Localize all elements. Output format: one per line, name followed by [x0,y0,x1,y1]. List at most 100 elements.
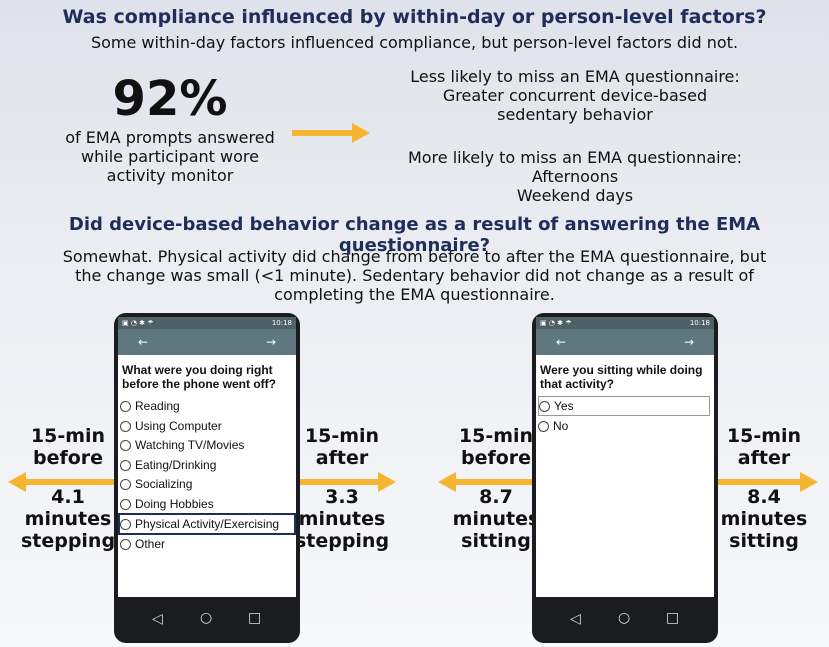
option-label: Watching TV/Movies [135,438,245,452]
app-navbar: ← → [118,329,296,355]
phone-right: ▣ ◔ ✱ ☂ 10:18 ← → Were you sitting while… [532,313,718,643]
option-using-computer[interactable]: Using Computer [120,417,222,435]
app-navbar: ← → [536,329,714,355]
section1-subtitle: Some within-day factors influenced compl… [90,33,739,52]
label-line: 15-min [458,425,534,447]
label-line: 15-min [726,425,802,447]
label-line: after [737,447,791,469]
left-after-label: 15-min after [292,425,392,469]
home-softkey-icon[interactable]: ○ [618,610,631,626]
option-doing-hobbies[interactable]: Doing Hobbies [120,495,214,513]
label-line: before [460,447,532,469]
more-likely-item: Afternoons [531,167,619,186]
soft-keys: ◁ ○ □ [114,605,300,635]
section1-title: Was compliance influenced by within-day … [62,6,767,28]
radio-icon [120,478,131,490]
notification-icons: ▣ ◔ ✱ ☂ [540,319,572,327]
stat-value: 92% [112,71,228,127]
option-eating-drinking[interactable]: Eating/Drinking [120,456,216,474]
radio-icon [120,498,131,510]
right-arrow-icon [296,472,396,492]
section2-body-line: completing the EMA questionnaire. [274,285,555,304]
section2-body: Somewhat. Physical activity did change f… [0,247,829,304]
value-line: sitting [729,530,799,552]
notification-icons: ▣ ◔ ✱ ☂ [122,319,154,327]
option-label: Eating/Drinking [135,458,217,472]
question-text: What were you doing right before the pho… [122,363,276,391]
radio-icon [120,420,131,432]
status-bar: ▣ ◔ ✱ ☂ 10:18 [118,317,296,329]
stat-desc-line: activity monitor [106,166,234,185]
section2-title: Did device-based behavior change as a re… [68,214,761,256]
value-line: stepping [294,530,390,552]
section2-body-line: the change was small (<1 minute). Sedent… [75,266,754,285]
label-line: 15-min [304,425,380,447]
radio-icon [120,538,131,550]
option-reading[interactable]: Reading [120,397,180,415]
phone-screen: What were you doing right before the pho… [118,355,296,597]
value-line: minutes [452,508,540,530]
back-softkey-icon[interactable]: ◁ [152,611,163,627]
option-label: No [553,419,569,433]
radio-icon [539,400,550,412]
radio-icon [120,439,131,451]
value-line: 8.7 [479,486,513,508]
right-before-label: 15-min before [446,425,546,469]
radio-icon [120,518,131,530]
option-no[interactable]: No [538,417,568,435]
left-arrow-icon [8,472,116,492]
label-line: 15-min [30,425,106,447]
status-time: 10:18 [689,319,710,327]
left-before-label: 15-min before [18,425,118,469]
radio-icon [120,400,131,412]
status-time: 10:18 [271,319,292,327]
phone-screen: Were you sitting while doing that activi… [536,355,714,597]
option-other[interactable]: Other [120,535,165,553]
value-line: 4.1 [51,486,85,508]
value-line: 8.4 [747,486,781,508]
forward-arrow-icon[interactable]: → [265,335,276,349]
stat-description: of EMA prompts answered while participan… [40,128,300,185]
value-line: 3.3 [325,486,359,508]
left-arrow-icon [438,472,538,492]
back-softkey-icon[interactable]: ◁ [570,611,581,627]
less-likely-heading: Less likely to miss an EMA questionnaire… [410,67,740,86]
option-socializing[interactable]: Socializing [120,475,192,493]
more-likely-block: More likely to miss an EMA questionnaire… [360,148,790,205]
less-likely-item: sedentary behavior [497,105,653,124]
left-after-value: 3.3 minutes stepping [292,486,392,552]
value-line: minutes [720,508,808,530]
question-line: before the phone went off? [122,377,276,391]
option-physical-activity[interactable]: Physical Activity/Exercising [118,513,296,535]
soft-keys: ◁ ○ □ [532,605,718,635]
right-before-value: 8.7 minutes sitting [446,486,546,552]
left-before-value: 4.1 minutes stepping [18,486,118,552]
stat-desc-line: while participant wore [81,147,259,166]
question-line: that activity? [540,377,615,391]
forward-arrow-icon[interactable]: → [683,335,694,349]
question-text: Were you sitting while doing that activi… [540,363,702,391]
option-label: Reading [135,399,180,413]
right-arrow-icon [292,123,370,143]
right-arrow-icon [718,472,818,492]
option-label: Using Computer [135,419,222,433]
radio-icon [120,459,131,471]
right-after-label: 15-min after [714,425,814,469]
stat-desc-line: of EMA prompts answered [65,128,275,147]
option-label: Physical Activity/Exercising [135,517,280,531]
back-arrow-icon[interactable]: ← [138,335,149,349]
option-watching-tv[interactable]: Watching TV/Movies [120,436,244,454]
value-line: minutes [298,508,386,530]
value-line: stepping [20,530,116,552]
option-yes[interactable]: Yes [538,396,710,416]
recent-softkey-icon[interactable]: □ [666,610,680,626]
option-label: Socializing [135,477,193,491]
home-softkey-icon[interactable]: ○ [200,610,213,626]
section2-body-line: Somewhat. Physical activity did change f… [62,247,767,266]
status-bar: ▣ ◔ ✱ ☂ 10:18 [536,317,714,329]
back-arrow-icon[interactable]: ← [556,335,567,349]
radio-icon [538,420,549,432]
recent-softkey-icon[interactable]: □ [248,610,262,626]
less-likely-item: Greater concurrent device-based [442,86,708,105]
option-label: Yes [554,399,574,413]
